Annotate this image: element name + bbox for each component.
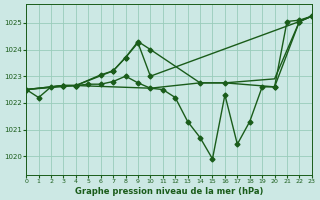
X-axis label: Graphe pression niveau de la mer (hPa): Graphe pression niveau de la mer (hPa): [75, 187, 263, 196]
